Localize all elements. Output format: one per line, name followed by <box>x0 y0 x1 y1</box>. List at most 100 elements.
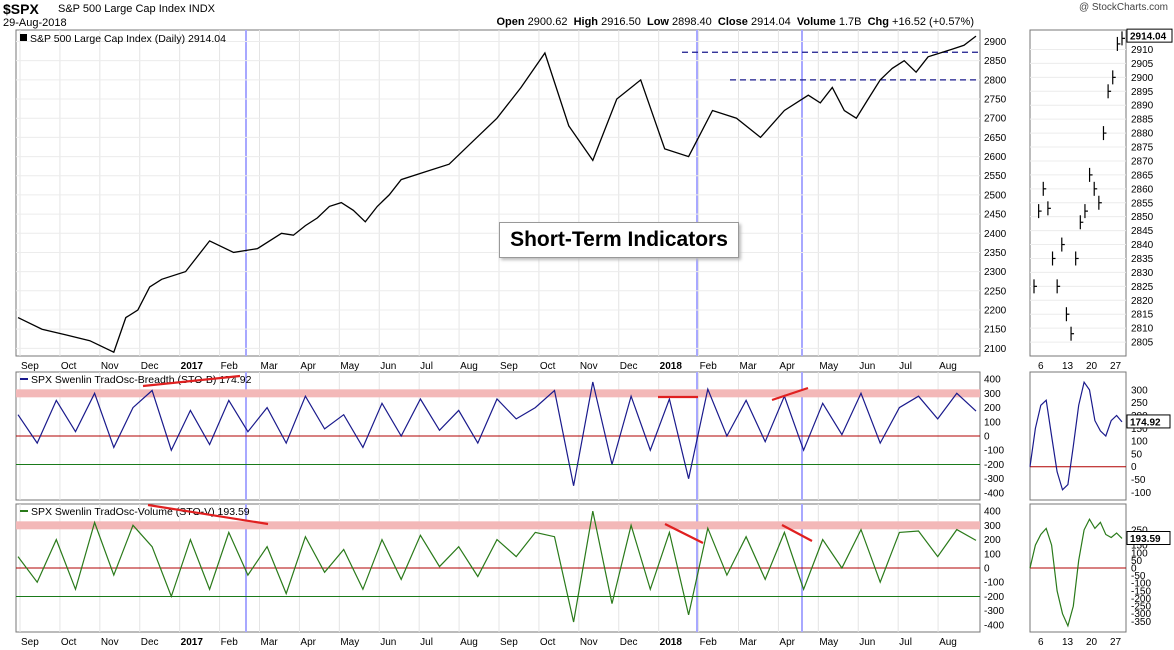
high-value: 2916.50 <box>601 16 641 28</box>
mini-price-y-tick-label: 2825 <box>1131 282 1154 293</box>
price-legend: S&P 500 Large Cap Index (Daily) 2914.04 <box>30 33 226 45</box>
breadth-y-tick-label: -400 <box>984 488 1004 499</box>
mini-x-tick-label-price: 6 <box>1038 361 1044 372</box>
volume-mini-y-tick-label: -350 <box>1131 617 1151 628</box>
short-term-indicators-annotation: Short-Term Indicators <box>499 222 739 258</box>
x-tick-label-price: Nov <box>101 361 119 372</box>
mini-price-y-tick-label: 2850 <box>1131 212 1154 223</box>
x-tick-label-bottom: Feb <box>221 637 239 648</box>
x-tick-label-bottom: Feb <box>700 637 718 648</box>
volume-mini-y-tick-label: 250 <box>1131 525 1148 536</box>
price-y-tick-label: 2150 <box>984 325 1007 336</box>
x-tick-label-price: Jul <box>420 361 433 372</box>
mini-price-y-tick-label: 2880 <box>1131 129 1154 140</box>
mini-price-y-tick-label: 2885 <box>1131 115 1154 126</box>
low-value: 2898.40 <box>672 16 712 28</box>
x-tick-label-bottom: Aug <box>939 637 957 648</box>
price-y-tick-label: 2350 <box>984 248 1007 259</box>
mini-price-y-tick-label: 2845 <box>1131 226 1154 237</box>
x-tick-label-price: May <box>340 361 359 372</box>
mini-price-y-tick-label: 2835 <box>1131 254 1154 265</box>
breadth-trend-line <box>771 386 809 402</box>
volume-mini-y-tick-label: -300 <box>1131 609 1151 620</box>
volume-mini-y-tick-label: -200 <box>1131 594 1151 605</box>
price-y-tick-label: 2900 <box>984 37 1007 48</box>
x-tick-label-bottom: Jun <box>380 637 396 648</box>
quote-line: Open 2900.62 High 2916.50 Low 2898.40 Cl… <box>496 16 974 28</box>
x-tick-label-bottom: Mar <box>740 637 758 648</box>
mini-x-tick-label-bottom: 27 <box>1110 637 1122 648</box>
volume-y-tick-label: -300 <box>984 606 1004 617</box>
volume-y-tick-label: 0 <box>984 564 990 575</box>
x-tick-label-bottom: 2018 <box>660 637 683 648</box>
mini-x-tick-label-bottom: 6 <box>1038 637 1044 648</box>
volume-y-tick-label: -100 <box>984 578 1004 589</box>
volume-mini-series-line <box>1029 517 1123 628</box>
change-value: +16.52 (+0.57%) <box>892 16 974 28</box>
price-y-tick-label: 2550 <box>984 171 1007 182</box>
price-y-tick-label: 2800 <box>984 75 1007 86</box>
x-tick-label-bottom: Sep <box>21 637 39 648</box>
mini-price-y-tick-label: 2805 <box>1131 338 1154 349</box>
x-tick-label-bottom: 2017 <box>181 637 204 648</box>
x-tick-label-bottom: Jul <box>420 637 433 648</box>
x-tick-label-price: Feb <box>221 361 239 372</box>
volume-mini-y-tick-label: -150 <box>1131 586 1151 597</box>
mini-price-y-tick-label: 2875 <box>1131 143 1154 154</box>
breadth-y-tick-label: -200 <box>984 460 1004 471</box>
x-tick-label-price: Aug <box>460 361 478 372</box>
mini-price-y-tick-label: 2910 <box>1131 45 1154 56</box>
x-tick-label-bottom: Nov <box>101 637 119 648</box>
mini-x-tick-label-price: 27 <box>1110 361 1122 372</box>
ticker-symbol: $SPX <box>3 1 39 17</box>
volume-trend-line <box>147 503 269 526</box>
volume-mini-y-tick-label: 150 <box>1131 541 1148 552</box>
x-tick-label-price: Aug <box>939 361 957 372</box>
x-tick-label-bottom: Nov <box>580 637 598 648</box>
mini-price-y-tick-label: 2830 <box>1131 268 1154 279</box>
breadth-mini-y-tick-label: 150 <box>1131 424 1148 435</box>
mini-price-y-tick-label: 2815 <box>1131 310 1154 321</box>
mini-panel-frame-1 <box>1029 371 1127 501</box>
breadth-overbought-band <box>16 389 980 398</box>
price-y-tick-label: 2850 <box>984 56 1007 67</box>
breadth-last-value-tag <box>1126 414 1171 429</box>
x-tick-label-bottom: Mar <box>261 637 279 648</box>
x-tick-label-price: Dec <box>620 361 638 372</box>
mini-panel-frame-0 <box>1029 29 1127 357</box>
ticker-name: S&P 500 Large Cap Index INDX <box>58 3 215 15</box>
volume-last-value-tag <box>1126 531 1171 546</box>
mini-price-y-tick-label: 2900 <box>1131 73 1154 84</box>
breadth-mini-y-tick-label: 50 <box>1131 449 1143 460</box>
x-tick-label-price: Feb <box>700 361 718 372</box>
mini-price-y-tick-label: 2840 <box>1131 240 1154 251</box>
x-tick-label-bottom: Sep <box>500 637 518 648</box>
x-tick-label-price: Jun <box>380 361 396 372</box>
x-tick-label-bottom: Oct <box>540 637 556 648</box>
mini-price-y-tick-label: 2860 <box>1131 184 1154 195</box>
volume-overbought-band <box>16 521 980 530</box>
x-tick-label-price: Sep <box>21 361 39 372</box>
breadth-mini-series-line <box>1029 380 1123 491</box>
chart-header: $SPX S&P 500 Large Cap Index INDX 29-Aug… <box>0 0 1174 30</box>
price-y-tick-label: 2700 <box>984 114 1007 125</box>
x-tick-label-price: Nov <box>580 361 598 372</box>
x-tick-label-price: 2017 <box>181 361 204 372</box>
x-tick-label-bottom: May <box>340 637 359 648</box>
price-y-tick-label: 2450 <box>984 210 1007 221</box>
x-tick-label-price: Apr <box>300 361 316 372</box>
volume-mini-y-tick-label: -250 <box>1131 602 1151 613</box>
x-tick-label-bottom: Dec <box>620 637 638 648</box>
price-y-tick-label: 2650 <box>984 133 1007 144</box>
volume-y-tick-label: -200 <box>984 592 1004 603</box>
volume-trend-line <box>664 523 704 544</box>
volume-y-tick-label: 100 <box>984 549 1001 560</box>
mini-price-y-tick-label: 2870 <box>1131 156 1154 167</box>
mini-price-y-tick-label: 2855 <box>1131 198 1154 209</box>
volume-y-tick-label: -400 <box>984 620 1004 631</box>
x-tick-label-bottom: Jun <box>859 637 875 648</box>
x-tick-label-bottom: Oct <box>61 637 77 648</box>
breadth-mini-y-tick-label: 0 <box>1131 462 1137 473</box>
breadth-trend-line <box>142 374 241 388</box>
mini-x-tick-label-bottom: 20 <box>1086 637 1098 648</box>
